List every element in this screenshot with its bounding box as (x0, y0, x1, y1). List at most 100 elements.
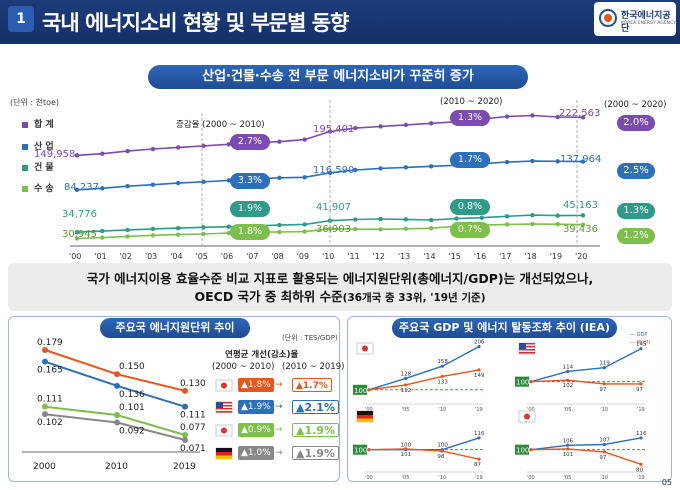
gdp-value-3-2: 107 (599, 438, 610, 444)
energy-value-3-3: 80 (636, 467, 643, 473)
decoupling-xtick-3-3: '19 (637, 475, 645, 481)
summary-line-2: OECD 국가 중 최하위 수준(36개국 중 33위, '19년 기준) (8, 288, 672, 307)
x-tick-label: '11 (347, 252, 360, 261)
left-panel (8, 316, 340, 482)
decoupling-xtick-3-0: '00 (527, 475, 535, 481)
note-2000-2010: 증감율 (2000 ~ 2010) (176, 120, 265, 130)
gdp-point-1-2 (602, 366, 606, 370)
intensity-value-3-1: 0.092 (119, 427, 145, 437)
intensity-year-0: 2000 (33, 462, 56, 472)
series-0-point-11 (353, 125, 358, 131)
total-2010-label: 195,401 (313, 124, 355, 135)
transport-2010-label: 36,903 (316, 224, 351, 235)
total-rate-2000-2010: 2.7% (230, 134, 270, 150)
series-3-point-13 (403, 226, 409, 231)
intensity-value-2-1: 0.101 (119, 403, 145, 413)
gdp-value-2-3: 116 (474, 431, 485, 437)
legend-industry: 산 업 (22, 139, 54, 152)
intensity-value-3-0: 0.102 (37, 418, 63, 428)
transport-rate-2000-2020: 1.2% (617, 228, 655, 244)
energy-value-2-3: 87 (474, 462, 481, 468)
intensity-point-1-2 (182, 403, 188, 410)
series-0-point-4 (176, 145, 181, 150)
total-rate-2010-2020: 1.3% (450, 110, 490, 126)
series-1-point-17 (504, 159, 510, 165)
energy-value-0-2: 133 (437, 379, 448, 385)
gdp-point-2-3 (477, 436, 481, 440)
series-1-point-12 (378, 166, 383, 171)
japan-flag-sun (221, 427, 227, 434)
logo-text-ko: 한국에너지공단 (621, 11, 671, 34)
main-chart-unit: (단위 : 천toe) (10, 98, 60, 107)
total-rate-2000-2020: 2.0% (617, 115, 655, 131)
energy-point-0-3 (477, 368, 481, 372)
improve-period-1: (2000 ~ 2010) (212, 362, 275, 372)
usa-flag-stripe (519, 346, 535, 348)
korea-flag-mark (221, 382, 227, 389)
series-2-point-8 (277, 222, 282, 228)
energy-value-0-3: 149 (474, 373, 485, 379)
series-3-point-14 (429, 226, 434, 231)
rate-2010-2019: ▲1.9% (292, 446, 339, 460)
summary-line-2-note: (36개국 중 33위, '19년 기준) (342, 292, 486, 304)
rate-2000-2010: ▲1.8% (238, 378, 274, 392)
decoupling-xtick-2-0: '00 (365, 475, 373, 481)
series-1-point-2 (125, 184, 130, 189)
intensity-value-1-1: 0.136 (119, 390, 145, 400)
main-chart-heading: 산업·건물·수송 전 부문 에너지소비가 꾸준히 증가 (148, 65, 528, 89)
series-0-point-14 (429, 121, 434, 126)
intensity-value-0-2: 0.130 (180, 379, 206, 389)
series-2-point-15 (454, 216, 459, 221)
legend-energy-label: — 에너지 (630, 339, 650, 346)
gdp-value-3-1: 106 (563, 438, 574, 444)
x-tick-label: '15 (448, 252, 461, 261)
legend-buildings-swatch (22, 164, 28, 171)
improve-title: 연평균 개선(감소)율 (225, 350, 299, 360)
series-1-point-18 (530, 158, 535, 164)
legend-transport-swatch (22, 185, 28, 192)
energy-point-2-1 (404, 447, 408, 451)
usa-flag-stripe (216, 411, 232, 413)
energy-value-1-2: 97 (599, 387, 606, 393)
series-2-point-11 (353, 217, 358, 222)
intensity-point-2-1 (114, 412, 120, 418)
germany-flag-black (357, 411, 373, 415)
x-tick-label: '09 (296, 252, 310, 261)
buildings-rate-2000-2020: 1.3% (617, 203, 655, 219)
intensity-point-3-0 (42, 411, 48, 418)
gdp-value-0-2: 158 (437, 359, 448, 365)
decoupling-xtick-0-3: '19 (475, 407, 483, 413)
intensity-point-3-1 (114, 419, 120, 426)
energy-value-2-2: 98 (437, 454, 444, 460)
decoupling-xtick-0-0: '00 (365, 407, 373, 413)
x-tick-label: '17 (499, 252, 512, 261)
germany-flag-red (357, 415, 373, 419)
gdp-line-1 (530, 348, 642, 383)
gdp-point-1-3 (639, 347, 643, 351)
series-1-point-8 (277, 175, 282, 181)
intensity-value-1-0: 0.165 (37, 366, 63, 376)
energy-line-1 (530, 379, 641, 385)
x-tick-label: '06 (220, 252, 234, 261)
series-1-point-6 (226, 178, 231, 183)
legend-industry-label: 산 업 (34, 142, 54, 152)
decoupling-xtick-3-2: '10 (600, 475, 608, 481)
base-value-3: 100 (516, 447, 529, 455)
header-bar: 1 국내 에너지소비 현황 및 부문별 동향 한국에너지공단 KOREA ENE… (0, 0, 680, 44)
series-3-point-10 (327, 226, 333, 231)
decoupling-xtick-3-1: '05 (564, 475, 572, 481)
intensity-point-3-2 (182, 437, 188, 443)
energy-point-0-1 (404, 383, 408, 387)
buildings-2010-label: 41,907 (316, 202, 351, 213)
intensity-value-0-0: 0.179 (37, 338, 63, 348)
series-2-point-4 (176, 225, 181, 231)
series-2-point-2 (125, 227, 130, 233)
rate-2010-2019: ▲1.7% (292, 378, 332, 392)
summary-line-2-main: OECD 국가 중 최하위 수준 (194, 289, 343, 304)
gdp-value-1-1: 114 (563, 364, 574, 370)
main-line-chart (70, 100, 600, 247)
energy-line-2 (368, 448, 480, 460)
industry-2010-label: 116,590 (313, 165, 355, 176)
series-0-point-20 (580, 115, 586, 120)
